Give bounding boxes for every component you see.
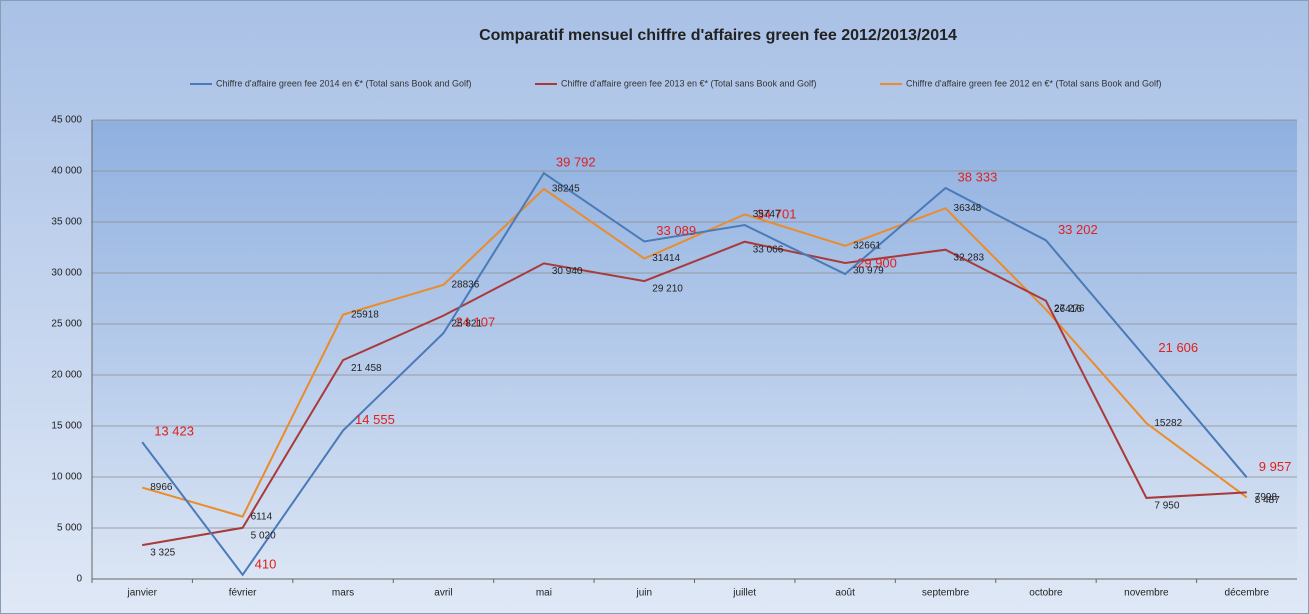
x-tick-label: octobre [1029,588,1063,599]
x-tick-label: juin [636,588,653,599]
data-label: 25 821 [451,318,482,329]
data-label: 7 950 [1154,501,1179,512]
legend-label: Chiffre d'affaire green fee 2014 en €* (… [216,78,472,88]
y-tick-label: 5 000 [57,523,82,534]
x-tick-label: juillet [732,588,756,599]
x-tick-label: août [835,588,855,599]
data-label: 26416 [1054,304,1082,315]
y-tick-label: 10 000 [51,472,82,483]
data-label: 15282 [1154,418,1182,429]
chart-title: Comparatif mensuel chiffre d'affaires gr… [479,27,957,44]
data-label: 28836 [451,280,479,291]
data-label: 8 487 [1255,495,1280,506]
y-tick-label: 25 000 [51,319,82,330]
data-label: 30 940 [552,266,583,277]
data-label: 7998 [1255,492,1278,503]
x-tick-label: novembre [1124,588,1169,599]
series-line [141,171,1248,577]
data-label: 6114 [251,511,273,522]
x-tick-label: avril [434,588,452,599]
data-label: 5 020 [251,530,276,541]
y-tick-label: 15 000 [51,421,82,432]
y-tick-label: 30 000 [51,268,82,279]
data-label: 29 900 [857,255,897,270]
data-label: 9 957 [1259,459,1292,474]
x-tick-label: mars [332,588,354,599]
data-label: 27 276 [1054,303,1085,314]
data-label: 21 606 [1158,340,1198,355]
data-label: 38245 [552,184,580,195]
data-label: 24 107 [455,315,495,330]
x-tick-label: décembre [1225,588,1270,599]
data-label: 410 [255,556,277,571]
data-label: 21 458 [351,363,382,374]
x-tick-label: mai [536,588,552,599]
x-tick-label: janvier [126,588,157,599]
series-line [142,240,1247,547]
data-label: 33 202 [1058,222,1098,237]
y-tick-label: 40 000 [51,166,82,177]
data-label: 35747 [753,209,781,220]
data-label: 36348 [954,203,982,214]
data-label: 25918 [351,309,379,320]
data-label: 30 979 [853,266,884,277]
data-label: 34 701 [757,206,797,221]
data-label: 33 066 [753,244,784,255]
data-label: 8966 [150,482,173,493]
data-label: 13 423 [154,424,194,439]
y-tick-label: 35 000 [51,217,82,228]
data-label: 3 325 [150,548,175,559]
data-label: 33 089 [656,223,696,238]
x-tick-label: février [229,588,257,599]
y-tick-label: 0 [76,574,82,585]
data-label: 38 333 [958,169,998,184]
data-label: 32661 [853,240,881,251]
data-label: 32 283 [954,252,985,263]
data-label: 14 555 [355,412,395,427]
series-line [141,187,1248,518]
data-label: 29 210 [652,284,683,295]
legend-label: Chiffre d'affaire green fee 2012 en €* (… [906,78,1162,88]
y-tick-label: 20 000 [51,370,82,381]
data-label: 39 792 [556,155,596,170]
plot-area [92,120,1297,579]
legend-label: Chiffre d'affaire green fee 2013 en €* (… [561,78,817,88]
x-tick-label: septembre [922,588,970,599]
data-label: 31414 [652,253,680,264]
y-tick-label: 45 000 [51,115,82,126]
